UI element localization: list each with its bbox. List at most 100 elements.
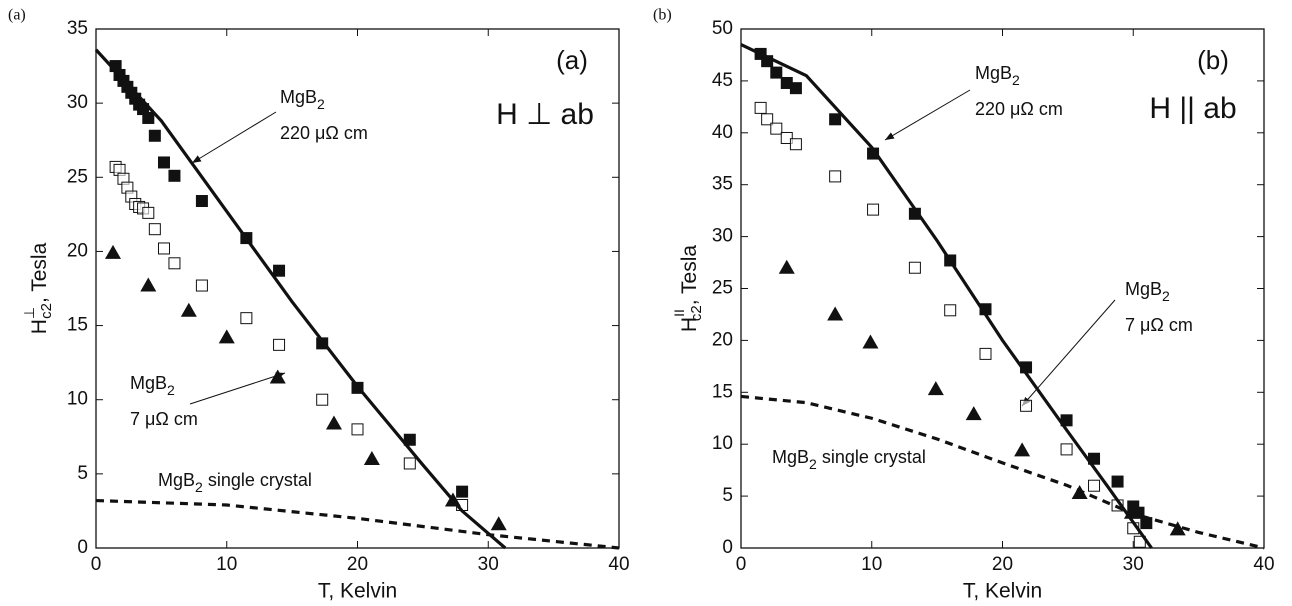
triangle-point bbox=[325, 415, 342, 430]
filled-square-point bbox=[1020, 361, 1033, 374]
y-tick-label: 10 bbox=[712, 433, 733, 454]
y-tick-label: 15 bbox=[712, 381, 733, 402]
annotation: MgB2 bbox=[130, 373, 175, 398]
open-square-point bbox=[157, 242, 170, 255]
y-label-sup: ⊥ bbox=[21, 307, 37, 319]
open-square-point bbox=[316, 393, 329, 406]
y-tick-label: 30 bbox=[712, 226, 733, 247]
open-square-point bbox=[240, 312, 253, 325]
annotation-line2: 7 μΩ cm bbox=[130, 409, 198, 429]
triangle-point bbox=[363, 451, 380, 466]
filled-square-point bbox=[829, 113, 842, 126]
annotation-main: MgB bbox=[1125, 279, 1162, 299]
y-tick-label: 45 bbox=[712, 70, 733, 91]
triangle-point bbox=[490, 516, 507, 531]
open-square-point bbox=[195, 279, 208, 292]
x-tick-label: 40 bbox=[1253, 554, 1274, 575]
triangle-point bbox=[269, 369, 286, 384]
filled-square-point bbox=[780, 76, 793, 89]
y-tick-label: 20 bbox=[67, 240, 88, 261]
filled-square-point bbox=[770, 66, 783, 79]
filled-square-point bbox=[142, 111, 155, 124]
triangle-point bbox=[927, 381, 944, 396]
y-label-main: H bbox=[678, 317, 701, 332]
filled-square-point bbox=[1127, 500, 1140, 513]
panel-label: (a) bbox=[8, 7, 26, 24]
filled-square-point bbox=[789, 82, 802, 95]
y-axis-label: HIIc2, Tesla bbox=[671, 245, 705, 332]
y-tick-label: 0 bbox=[722, 537, 733, 558]
annotation: MgB2 bbox=[975, 63, 1020, 88]
filled-square-point bbox=[109, 60, 122, 73]
annotation-text: single crystal bbox=[203, 470, 312, 490]
filled-square-point bbox=[456, 485, 469, 498]
y-label-rest: , Tesla bbox=[28, 242, 51, 303]
filled-square-point bbox=[168, 169, 181, 182]
annotation: MgB2 bbox=[1125, 279, 1170, 304]
open-square-point bbox=[142, 206, 155, 219]
open-square-point bbox=[761, 113, 774, 126]
annotation-arrow bbox=[191, 111, 277, 164]
annotation-main: MgB bbox=[975, 63, 1012, 83]
triangle-point bbox=[1014, 442, 1031, 457]
solid-line bbox=[94, 48, 507, 550]
y-tick-label: 0 bbox=[77, 537, 88, 558]
y-tick-label: 25 bbox=[712, 278, 733, 299]
annotation-sub: 2 bbox=[1012, 72, 1020, 88]
dashed-line bbox=[95, 498, 620, 550]
open-square-point bbox=[168, 257, 181, 270]
triangle-point bbox=[180, 302, 197, 317]
y-label-sub: c2 bbox=[688, 305, 705, 321]
y-tick-label: 20 bbox=[712, 329, 733, 350]
annotation-line2: 220 μΩ cm bbox=[975, 99, 1063, 119]
annotation-sub: 2 bbox=[195, 479, 203, 495]
y-tick-label: 50 bbox=[712, 18, 733, 39]
filled-square-point bbox=[1111, 475, 1124, 488]
x-tick-label: 0 bbox=[91, 554, 102, 575]
open-square-point bbox=[1020, 399, 1033, 412]
filled-square-point bbox=[148, 129, 161, 142]
open-square-point bbox=[351, 423, 364, 436]
x-tick-label: 10 bbox=[861, 554, 882, 575]
annotation: MgB2 bbox=[280, 87, 325, 112]
filled-square-point bbox=[157, 156, 170, 169]
annotation-line2: 7 μΩ cm bbox=[1125, 315, 1193, 335]
panel-label: (b) bbox=[653, 7, 672, 24]
annotation-sub: 2 bbox=[167, 382, 175, 398]
annotation-line2: 220 μΩ cm bbox=[280, 123, 368, 143]
triangle-point bbox=[218, 329, 235, 344]
open-square-point bbox=[789, 138, 802, 151]
filled-square-point bbox=[1140, 517, 1153, 530]
y-tick-label: 35 bbox=[712, 174, 733, 195]
y-tick-label: 15 bbox=[67, 315, 88, 336]
triangle-point bbox=[827, 306, 844, 321]
y-tick-label: 30 bbox=[67, 92, 88, 113]
open-square-point bbox=[908, 261, 921, 274]
triangle-point bbox=[1169, 521, 1186, 536]
x-tick-label: 30 bbox=[1123, 554, 1144, 575]
triangle-point bbox=[778, 259, 795, 274]
annotation-arrow bbox=[189, 372, 286, 405]
annotation-arrow bbox=[884, 89, 971, 141]
annotation-sub: 2 bbox=[1162, 288, 1170, 304]
y-tick-label: 5 bbox=[722, 485, 733, 506]
triangle-point bbox=[104, 244, 121, 259]
filled-square-point bbox=[403, 433, 416, 446]
annotation-sub: 2 bbox=[809, 456, 817, 472]
y-tick-label: 40 bbox=[712, 122, 733, 143]
field-label: H || ab bbox=[1149, 92, 1236, 125]
x-tick-label: 20 bbox=[992, 554, 1013, 575]
field-label: H ⊥ ab bbox=[496, 98, 594, 131]
y-label-rest: , Tesla bbox=[678, 245, 701, 306]
open-square-point bbox=[867, 203, 880, 216]
y-tick-label: 10 bbox=[67, 389, 88, 410]
y-tick-label: 35 bbox=[67, 18, 88, 39]
y-label-main: H bbox=[28, 319, 51, 334]
annotation-text: single crystal bbox=[817, 447, 926, 467]
open-square-point bbox=[780, 131, 793, 144]
annotation-arrow bbox=[1021, 299, 1116, 407]
x-axis-label: T, Kelvin bbox=[318, 580, 397, 603]
x-tick-label: 40 bbox=[608, 554, 629, 575]
